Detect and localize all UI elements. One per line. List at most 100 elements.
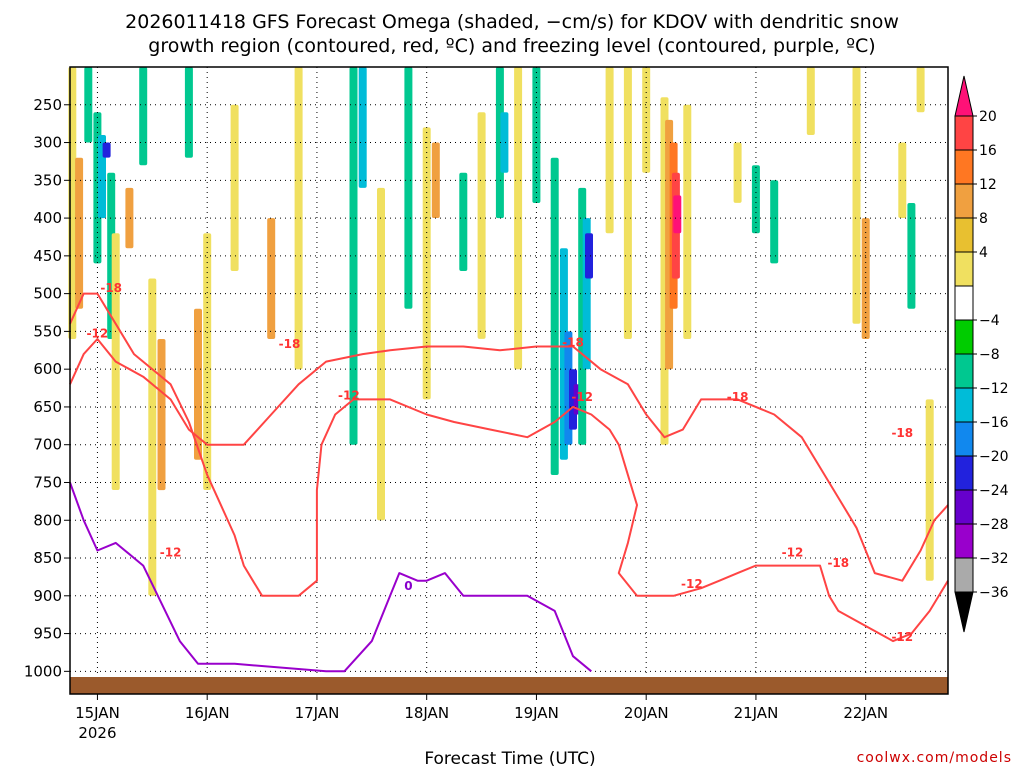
colorbar-segment [954,353,974,389]
colorbar-segment [954,455,974,491]
omega-cell [585,233,593,279]
colorbar-segment [954,489,974,525]
colorbar-label: −36 [979,585,1009,601]
contour-label: -12 [571,390,593,404]
contour-label: -18 [562,336,584,350]
y-tick-label: 750 [33,473,62,491]
y-tick-label: 350 [33,171,62,189]
colorbar-label: 16 [979,143,997,159]
omega-cell [770,180,779,264]
y-tick-label: 900 [33,587,62,605]
omega-cell [194,308,202,460]
y-tick-label: 800 [33,511,62,529]
omega-cell [459,172,468,271]
x-year-label: 2026 [78,724,116,742]
freezing-level-contour [69,482,592,673]
dendritic-contour [69,292,949,643]
omega-cell [683,104,692,339]
colorbar-label: 8 [979,211,988,227]
y-tick-label: 250 [33,96,62,114]
colorbar-label: 12 [979,177,997,193]
omega-cell [148,278,157,596]
colorbar-label: 20 [979,109,997,125]
contour-label: -18 [100,281,122,295]
colorbar-segment [954,421,974,457]
contour-label: -12 [338,388,360,402]
colorbar-label: −12 [979,381,1009,397]
colorbar-segment [954,183,974,219]
omega-cell [861,218,870,339]
omega-cell [623,67,632,339]
y-tick-label: 550 [33,322,62,340]
y-tick-label: 450 [33,247,62,265]
omega-cell [733,142,742,203]
colorbar-label: −32 [979,551,1009,567]
omega-cell [925,399,934,581]
credit-text: coolwx.com/models [857,750,1012,766]
colorbar-segment [954,115,974,151]
omega-cell [184,67,193,158]
x-tick-label: 20JAN [624,704,669,722]
x-tick-label: 22JAN [843,704,888,722]
omega-cell [916,67,925,113]
contour-label: -12 [160,546,182,560]
x-tick-label: 16JAN [185,704,230,722]
omega-cell [267,218,276,339]
y-tick-label: 600 [33,360,62,378]
omega-cell [751,165,760,234]
contour-label: -18 [279,337,301,351]
contour-label: -12 [891,630,913,644]
omega-cell [84,67,93,143]
y-tick-label: 950 [33,625,62,643]
colorbar-label: −24 [979,483,1009,499]
colorbar-segment [954,251,974,287]
contour-label: -12 [782,546,804,560]
ground-terrain [70,677,948,694]
omega-cell [377,187,385,521]
contour-layer: -18 -12 -12 -18 -12 -18 -12 -18 -12 -12 -18 -18 -12 0 [69,281,949,673]
omega-cell [532,67,541,203]
omega-cell [907,203,916,309]
x-axis-label: Forecast Time (UTC) [424,749,595,768]
x-tick-label: 21JAN [734,704,779,722]
omega-cell [569,369,577,430]
x-tick-label: 15JAN [75,704,120,722]
y-axis: 250 300 350 400 450 500 550 600 650 700 750 800 850 9… [24,96,70,680]
colorbar-label: −20 [979,449,1009,465]
omega-cell [495,67,504,219]
colorbar-segment [954,217,974,253]
colorbar-bottom-arrow [954,591,974,633]
plot-frame [69,66,949,695]
contour-label: -18 [727,390,749,404]
omega-cell [422,127,431,400]
contour-label: -12 [681,577,703,591]
omega-cell [673,195,682,234]
colorbar-label: −16 [979,415,1009,431]
y-tick-label: 400 [33,209,62,227]
y-tick-label: 700 [33,436,62,454]
omega-cell [102,142,111,158]
colorbar: 20 16 12 8 4 −4 −8 −12 −16 −20 −24 −28 −32 −36 [954,75,1009,633]
omega-cell [550,157,559,475]
y-tick-label: 1000 [24,662,62,680]
colorbar-segment [954,285,974,321]
x-axis: 15JAN 16JAN 17JAN 18JAN 19JAN 20JAN 21JAN 22JAN… [75,694,888,742]
x-tick-label: 17JAN [295,704,340,722]
colorbar-segment [954,523,974,559]
y-tick-label: 650 [33,398,62,416]
omega-cell [139,67,148,166]
chart-title-line2: growth region (contoured, red, ºC) and f… [148,35,875,57]
omega-cell [75,157,84,309]
colorbar-label: 4 [979,245,988,261]
freezing-contour-label: 0 [404,579,412,593]
omega-cell [230,104,239,271]
y-tick-label: 850 [33,549,62,567]
colorbar-segment [954,319,974,355]
x-tick-label: 19JAN [514,704,559,722]
omega-cell [358,67,367,188]
colorbar-top-arrow [954,75,974,117]
contour-label: -12 [87,326,109,340]
omega-cell [605,67,614,234]
omega-cell [125,187,134,249]
